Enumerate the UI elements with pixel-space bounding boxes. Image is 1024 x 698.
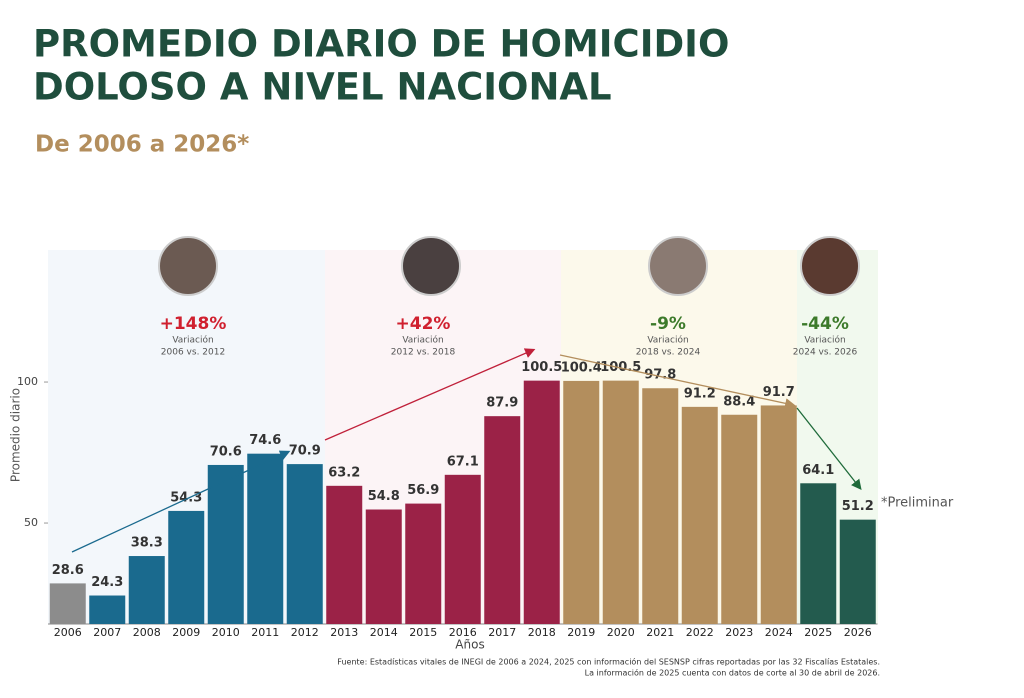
value-label: 54.3: [170, 490, 202, 505]
x-tick-label: 2008: [133, 626, 161, 639]
subtitle: De 2006 a 2026*: [35, 132, 249, 158]
bar: [721, 414, 758, 624]
value-label: 64.1: [802, 463, 834, 478]
value-label: 91.2: [684, 386, 716, 401]
plot: 50 100 2006 28.6 2007 24.3 2008 38.3 2009 54.3 201…: [17, 314, 878, 639]
bar: [405, 503, 442, 624]
value-label: 88.4: [723, 394, 755, 409]
bar: [839, 519, 876, 624]
bar: [484, 416, 521, 624]
title: PROMEDIO DIARIO DE HOMICIDIO: [33, 23, 729, 66]
variation-range: 2006 vs. 2012: [161, 348, 225, 358]
bar: [760, 405, 797, 624]
source: La información de 2025 cuenta con datos …: [585, 668, 880, 678]
value-label: 70.6: [210, 444, 242, 459]
x-tick-label: 2016: [449, 626, 477, 639]
bar: [681, 406, 718, 624]
title: DOLOSO A NIVEL NACIONAL: [33, 66, 612, 109]
bar: [800, 483, 837, 624]
bar: [365, 509, 402, 624]
x-tick-label: 2007: [93, 626, 121, 639]
y-tick-label: 50: [24, 516, 38, 529]
period-bg: [561, 250, 797, 624]
variation-range: 2012 vs. 2018: [391, 348, 456, 358]
variation-range: 2018 vs. 2024: [636, 348, 701, 358]
x-axis-label: Años: [455, 638, 484, 652]
variation-value: -44%: [801, 314, 849, 334]
variation-label: Variación: [402, 335, 443, 346]
bar: [286, 464, 323, 624]
x-tick-label: 2022: [686, 626, 714, 639]
x-tick-label: 2009: [172, 626, 200, 639]
source: Fuente: Estadísticas vitales de INEGI de…: [337, 657, 880, 667]
x-tick-label: 2024: [765, 626, 793, 639]
x-tick-label: 2013: [330, 626, 358, 639]
y-axis-label: Promedio diario: [9, 388, 23, 482]
value-label: 87.9: [486, 396, 518, 411]
variation-label: Variación: [647, 335, 688, 346]
trend-arrows: [71, 348, 862, 553]
x-tick-label: 2026: [844, 626, 872, 639]
value-label: 28.6: [52, 563, 84, 578]
value-label: 63.2: [328, 465, 360, 480]
value-label: 24.3: [91, 575, 123, 590]
bar: [89, 595, 126, 624]
x-tick-label: 2015: [409, 626, 437, 639]
bar: [326, 485, 363, 624]
x-tick-label: 2012: [291, 626, 319, 639]
variation-value: +42%: [396, 314, 451, 334]
bar: [49, 583, 86, 624]
variation-range: 2024 vs. 2026: [793, 348, 858, 358]
x-tick-label: 2006: [54, 626, 82, 639]
period-bg: [325, 250, 561, 624]
value-label: 51.2: [842, 499, 874, 514]
bar: [444, 474, 481, 624]
variation-label: Variación: [172, 335, 213, 346]
x-tick-label: 2017: [488, 626, 516, 639]
bar: [247, 453, 284, 624]
variation-label: Variación: [804, 335, 845, 346]
value-label: 38.3: [131, 536, 163, 551]
x-tick-label: 2014: [370, 626, 398, 639]
value-label: 100.4: [561, 360, 602, 375]
note: *Preliminar: [881, 496, 954, 511]
value-label: 97.8: [644, 368, 676, 383]
value-label: 100.5: [521, 360, 562, 375]
value-label: 70.9: [289, 444, 321, 459]
bar: [602, 380, 639, 624]
value-label: 56.9: [407, 483, 439, 498]
x-tick-label: 2011: [251, 626, 279, 639]
value-label: 74.6: [249, 433, 281, 448]
bar: [168, 510, 205, 624]
x-tick-label: 2019: [567, 626, 595, 639]
x-tick-label: 2010: [212, 626, 240, 639]
y-tick-label: 100: [17, 375, 38, 388]
bar: [523, 380, 560, 624]
bar: [563, 380, 600, 624]
bar: [207, 464, 244, 624]
x-tick-label: 2021: [646, 626, 674, 639]
variation-value: +148%: [160, 314, 227, 334]
x-tick-label: 2023: [725, 626, 753, 639]
x-tick-label: 2018: [528, 626, 556, 639]
bar: [642, 388, 679, 624]
x-tick-label: 2020: [607, 626, 635, 639]
portraits: [158, 236, 860, 296]
value-label: 67.1: [447, 454, 479, 469]
value-label: 54.8: [368, 489, 400, 504]
bar: [128, 556, 165, 624]
x-tick-label: 2025: [804, 626, 832, 639]
variation-value: -9%: [650, 314, 686, 334]
value-label: 91.7: [763, 385, 795, 400]
